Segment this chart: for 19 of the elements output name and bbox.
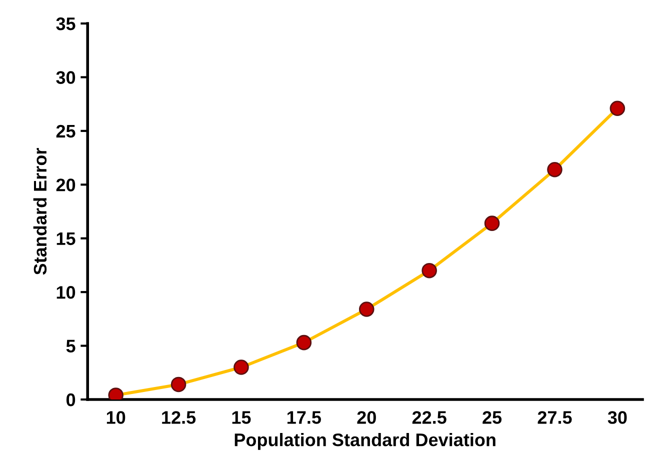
x-axis-title: Population Standard Deviation <box>234 433 496 450</box>
y-axis-title: Standard Error <box>33 148 47 275</box>
x-tick-label: 25 <box>482 411 502 424</box>
y-tick-label: 35 <box>56 17 76 30</box>
x-tick-label: 15 <box>232 411 251 424</box>
y-tick-label: 25 <box>56 124 76 138</box>
x-tick-label: 10 <box>106 411 126 424</box>
y-tick-label: 15 <box>56 232 76 246</box>
y-tick-label: 30 <box>56 71 76 84</box>
y-tick-label: 20 <box>56 178 76 192</box>
x-tick-label: 20 <box>357 411 376 424</box>
x-tick-label: 30 <box>608 411 627 424</box>
x-tick-label: 12.5 <box>162 411 196 424</box>
x-tick-label: 27.5 <box>538 411 572 424</box>
y-tick-label: 5 <box>66 340 76 353</box>
x-tick-label: 22.5 <box>412 411 446 424</box>
y-tick-label: 10 <box>56 286 76 299</box>
y-tick-label: 0 <box>66 393 76 406</box>
x-tick-label: 17.5 <box>288 411 321 424</box>
